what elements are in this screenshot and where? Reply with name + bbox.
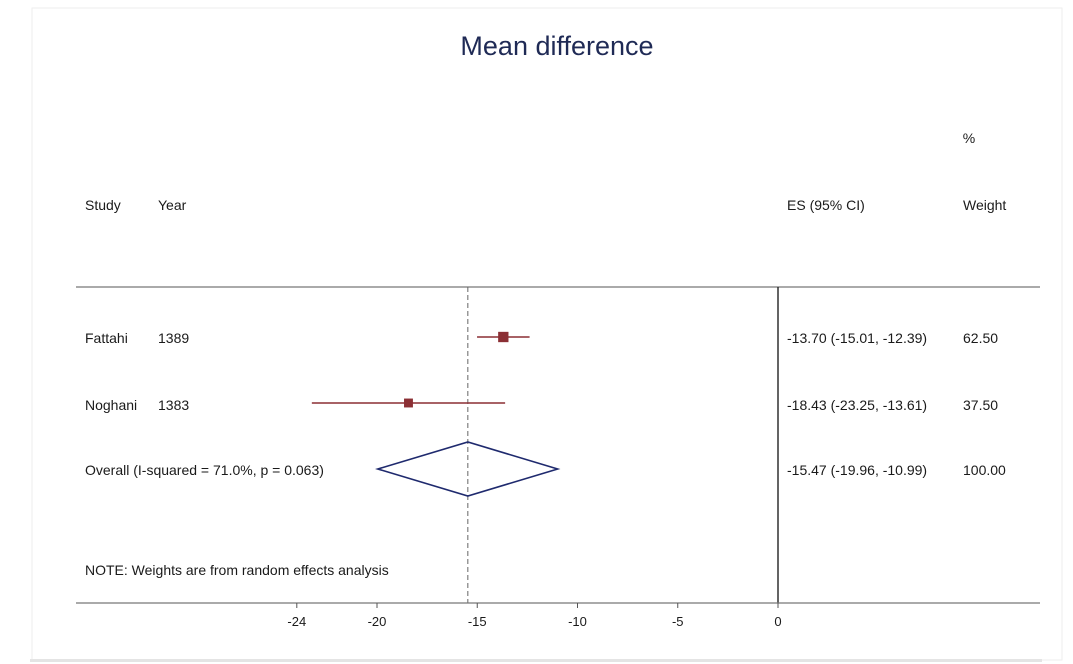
study-header: Study [85, 197, 121, 213]
x-tick-label: -20 [368, 614, 387, 629]
study-name: Noghani [85, 397, 137, 413]
overall-diamond [375, 441, 561, 497]
plot-panel [31, 7, 1063, 661]
overall-es-text: -15.47 (-19.96, -10.99) [787, 462, 927, 478]
x-tick-label: -24 [287, 614, 306, 629]
x-axis-ticks: -24 -20 -15 -10 -5 0 [287, 603, 782, 629]
study-es-text: -13.70 (-15.01, -12.39) [787, 330, 927, 346]
chart-marks [311, 287, 779, 603]
es-header: ES (95% CI) [787, 197, 865, 213]
bottom-shadow [30, 659, 1042, 662]
study-name: Fattahi [85, 330, 128, 346]
study-point-marker [498, 331, 509, 343]
year-header: Year [158, 197, 187, 213]
x-tick-label: 0 [774, 614, 781, 629]
x-tick-label: -15 [468, 614, 487, 629]
note-text: NOTE: Weights are from random effects an… [85, 562, 389, 578]
x-tick-label: -5 [672, 614, 684, 629]
x-tick-label: -10 [568, 614, 587, 629]
study-year: 1389 [158, 330, 189, 346]
study-point-marker [404, 398, 413, 408]
study-weight-text: 37.50 [963, 397, 998, 413]
chart-title: Mean difference [460, 31, 653, 61]
overall-label: Overall (I-squared = 71.0%, p = 0.063) [85, 462, 324, 478]
weight-header: Weight [963, 197, 1006, 213]
study-es-text: -18.43 (-23.25, -13.61) [787, 397, 927, 413]
study-year: 1383 [158, 397, 189, 413]
study-weight-text: 62.50 [963, 330, 998, 346]
weight-percent-header: % [963, 130, 975, 146]
overall-weight-text: 100.00 [963, 462, 1006, 478]
